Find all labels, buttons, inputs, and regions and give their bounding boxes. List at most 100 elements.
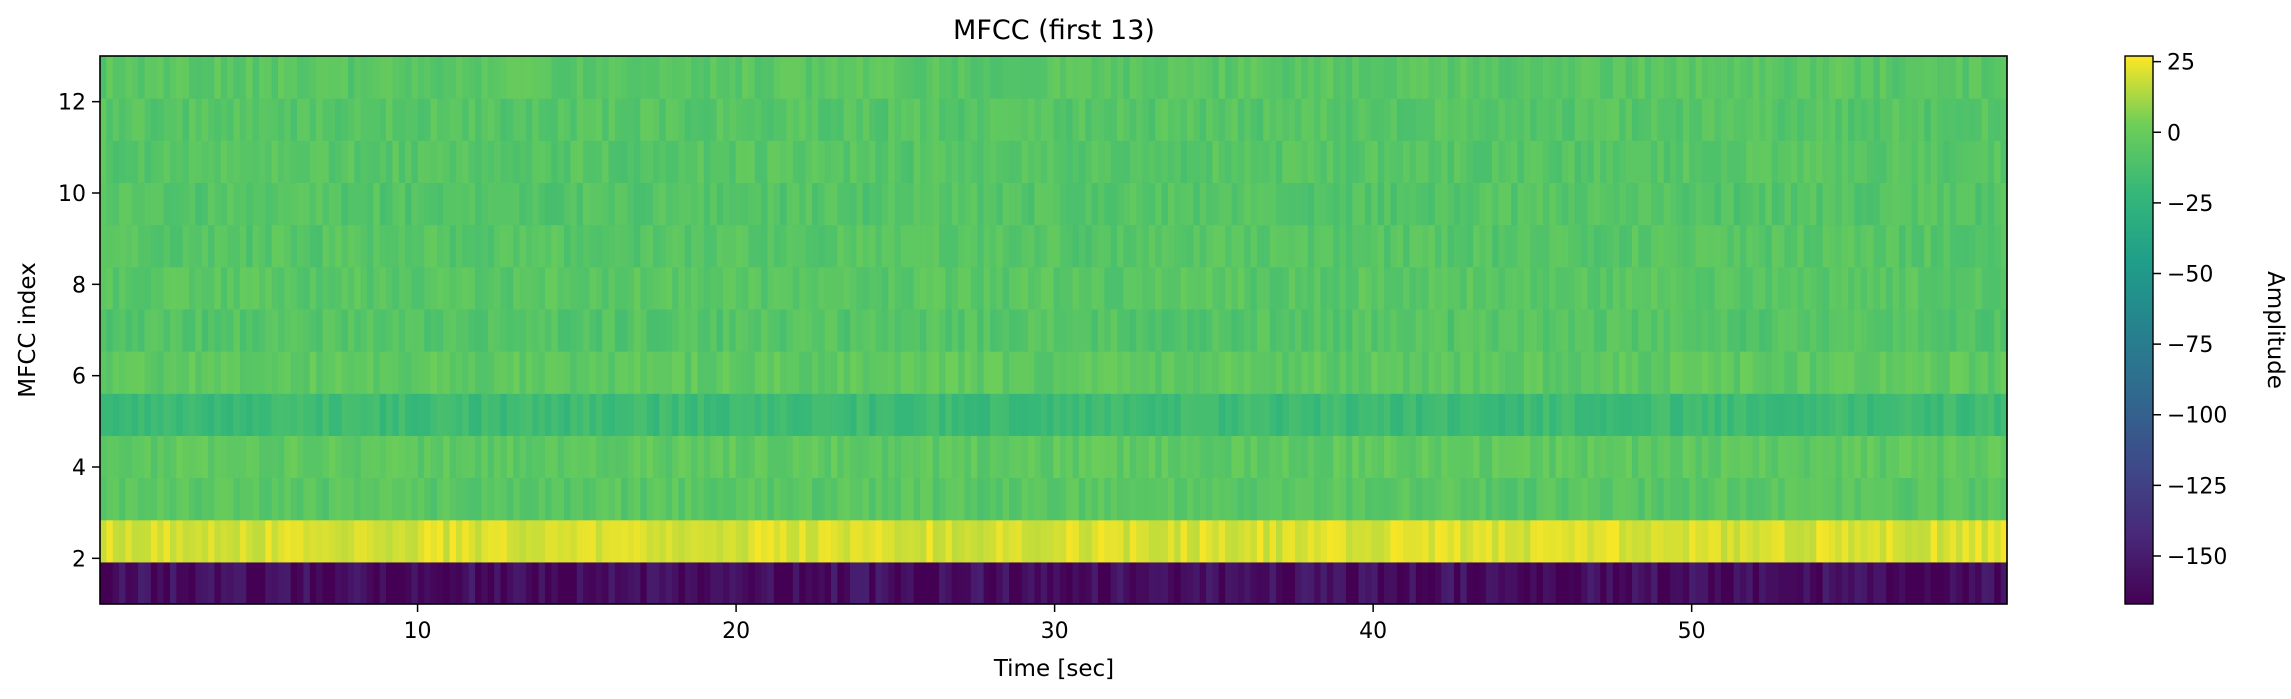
heatmap-cell (900, 224, 908, 268)
heatmap-cell (1009, 266, 1016, 310)
heatmap-cell (100, 519, 107, 563)
heatmap-cell (1339, 435, 1347, 479)
heatmap-cell (951, 561, 959, 605)
heatmap-cell (1949, 98, 1957, 141)
heatmap-cell (1593, 519, 1601, 563)
heatmap-cell (1218, 56, 1226, 99)
heatmap-cell (188, 561, 196, 605)
heatmap-cell (1384, 561, 1392, 605)
heatmap-cell (1390, 266, 1398, 310)
heatmap-cell (1816, 308, 1824, 352)
heatmap-cell (1803, 561, 1811, 605)
heatmap-cell (1924, 351, 1932, 394)
heatmap-cell (1625, 98, 1633, 141)
heatmap-cell (1511, 224, 1519, 268)
heatmap-cell (1841, 224, 1849, 268)
heatmap-cell (1186, 98, 1194, 141)
heatmap-cell (970, 224, 978, 268)
heatmap-cell (1244, 561, 1252, 605)
heatmap-cell (201, 393, 209, 436)
heatmap-cell (1282, 351, 1290, 394)
heatmap-cell (1848, 393, 1856, 436)
heatmap-cell (1167, 477, 1175, 521)
heatmap-cell (1829, 435, 1836, 479)
heatmap-cell (208, 140, 216, 183)
heatmap-cell (1295, 519, 1303, 563)
heatmap-cell (1943, 224, 1951, 268)
heatmap-cell (1720, 308, 1728, 352)
heatmap-cell (1091, 477, 1099, 521)
heatmap-cell (360, 519, 368, 563)
heatmap-cell (1943, 98, 1951, 141)
heatmap-cell (837, 351, 845, 394)
heatmap-cell (2000, 182, 2008, 226)
heatmap-cell (1746, 224, 1754, 268)
heatmap-cell (443, 266, 451, 310)
heatmap-cell (1453, 519, 1461, 563)
heatmap-cell (1364, 308, 1372, 352)
heatmap-cell (297, 182, 305, 226)
heatmap-cell (1256, 308, 1264, 352)
heatmap-cell (1301, 435, 1309, 479)
heatmap-cell (1848, 308, 1856, 352)
heatmap-cell (271, 351, 279, 394)
heatmap-cell (1428, 266, 1436, 310)
heatmap-cell (1377, 435, 1385, 479)
heatmap-cell (748, 561, 756, 605)
heatmap-cell (824, 182, 832, 226)
heatmap-cell (1714, 561, 1722, 605)
heatmap-cell (1879, 308, 1887, 352)
heatmap-cell (481, 435, 489, 479)
heatmap-cell (188, 56, 196, 99)
heatmap-cell (1034, 393, 1042, 436)
heatmap-cell (1530, 266, 1538, 310)
heatmap-cell (614, 98, 622, 141)
heatmap-cell (1765, 98, 1773, 141)
heatmap-cell (1771, 561, 1779, 605)
heatmap-cell (614, 561, 622, 605)
heatmap-cell (1638, 561, 1646, 605)
heatmap-cell (1358, 224, 1366, 268)
heatmap-cell (1651, 308, 1658, 352)
heatmap-cell (1867, 140, 1875, 183)
heatmap-cell (1403, 308, 1411, 352)
heatmap-cell (595, 561, 603, 605)
heatmap-cell (1492, 140, 1500, 183)
heatmap-cell (424, 224, 432, 268)
heatmap-cell (633, 393, 641, 436)
heatmap-cell (602, 308, 610, 352)
heatmap-cell (1473, 393, 1480, 436)
heatmap-cell (996, 98, 1004, 141)
heatmap-cell (354, 140, 362, 183)
heatmap-cell (1727, 393, 1735, 436)
heatmap-cell (1879, 98, 1887, 141)
heatmap-cell (1816, 351, 1824, 394)
heatmap-cell (500, 561, 508, 605)
heatmap-cell (1422, 266, 1430, 310)
heatmap-cell (570, 266, 578, 310)
heatmap-cell (1835, 393, 1843, 436)
heatmap-cell (856, 561, 864, 605)
heatmap-cell (284, 393, 292, 436)
heatmap-cell (1809, 98, 1817, 141)
heatmap-cell (239, 266, 247, 310)
heatmap-cell (1911, 224, 1919, 268)
heatmap-cell (379, 266, 387, 310)
heatmap-cell (888, 56, 896, 99)
heatmap-cell (1574, 561, 1582, 605)
heatmap-cell (1975, 98, 1983, 141)
heatmap-cell (1466, 98, 1474, 141)
heatmap-cell (1174, 393, 1182, 436)
heatmap-cell (1142, 477, 1150, 521)
heatmap-cell (1021, 351, 1029, 394)
heatmap-cell (195, 98, 203, 141)
heatmap-cell (678, 393, 686, 436)
heatmap-cell (513, 477, 521, 521)
heatmap-cell (1905, 266, 1913, 310)
heatmap-cell (913, 435, 921, 479)
heatmap-cell (1085, 56, 1093, 99)
heatmap-cell (290, 477, 298, 521)
heatmap-cell (989, 56, 997, 99)
heatmap-cell (1752, 308, 1760, 352)
heatmap-cell (805, 393, 813, 436)
